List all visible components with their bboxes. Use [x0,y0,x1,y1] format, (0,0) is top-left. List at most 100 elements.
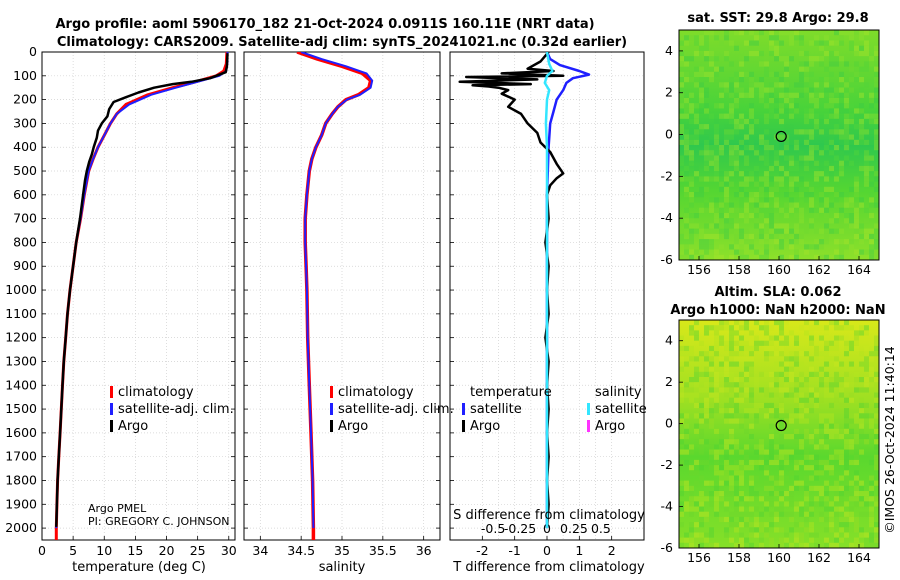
heatmap-cell [824,423,829,429]
heatmap-cell [744,377,749,383]
heatmap-cell [829,50,834,57]
heatmap-cell [694,103,699,109]
heatmap-cell [774,108,779,114]
temperature-xlabel: temperature (deg C) [72,560,206,575]
heatmap-cell [729,61,734,67]
heatmap-cell [824,160,829,166]
heatmap-cell [814,56,819,62]
heatmap-cell [699,371,704,377]
heatmap-cell [874,542,879,548]
figure-title-line2: Climatology: CARS2009. Satellite-adj cli… [57,35,627,50]
heatmap-cell [769,207,774,213]
heatmap-cell [704,516,709,523]
heatmap-cell [854,45,859,51]
heatmap-cell [844,522,849,528]
heatmap-cell [784,491,789,497]
heatmap-cell [754,233,759,240]
heatmap-cell [829,356,834,362]
heatmap-cell [759,87,764,93]
heatmap-cell [794,413,799,419]
heatmap-cell [719,134,724,140]
heatmap-cell [854,496,859,502]
heatmap-cell [814,213,819,219]
heatmap-cell [854,61,859,67]
ytick-label: 4 [665,43,673,58]
heatmap-cell [794,532,799,538]
heatmap-cell [849,542,854,548]
heatmap-cell [819,382,824,388]
heatmap-cell [734,496,739,502]
heatmap-cell [839,150,844,156]
heatmap-cell [764,155,769,161]
heatmap-cell [684,345,689,352]
heatmap-cell [839,202,844,208]
heatmap-cell [854,434,859,440]
heatmap-cell [744,239,749,245]
heatmap-cell [694,371,699,377]
heatmap-cell [784,382,789,388]
heatmap-cell [829,413,834,419]
heatmap-cell [804,192,809,198]
heatmap-cell [704,77,709,83]
heatmap-cell [729,387,734,393]
heatmap-cell [694,506,699,512]
heatmap-cell [854,330,859,336]
heatmap-cell [699,129,704,135]
heatmap-cell [689,340,694,346]
heatmap-cell [704,244,709,250]
heatmap-cell [869,491,874,497]
heatmap-cell [684,124,689,130]
heatmap-cell [714,254,719,261]
heatmap-cell [719,434,724,440]
heatmap-cell [729,325,734,331]
heatmap-cell [874,428,879,434]
heatmap-cell [779,244,784,250]
heatmap-cell [839,103,844,109]
heatmap-cell [794,397,799,403]
heatmap-cell [739,77,744,83]
heatmap-cell [769,218,774,224]
heatmap-cell [754,218,759,224]
ytick-label: 4 [665,333,673,348]
heatmap-cell [784,537,789,543]
heatmap-cell [704,418,709,424]
heatmap-cell [769,239,774,245]
heatmap-cell [804,351,809,357]
heatmap-cell [869,202,874,208]
heatmap-cell [814,113,819,119]
heatmap-cell [789,527,794,533]
heatmap-cell [864,218,869,224]
heatmap-cell [824,103,829,109]
heatmap-cell [704,254,709,261]
heatmap-cell [819,171,824,177]
heatmap-cell [779,542,784,548]
heatmap-cell [769,392,774,398]
heatmap-cell [714,459,719,466]
heatmap-cell [789,50,794,57]
heatmap-cell [779,454,784,460]
heatmap-cell [874,56,879,62]
heatmap-cell [819,444,824,450]
heatmap-cell [854,527,859,533]
heatmap-cell [724,192,729,198]
heatmap-cell [744,92,749,98]
legend-label-satellite: satellite-adj. clim. [338,402,454,417]
heatmap-cell [769,139,774,146]
heatmap-cell [779,408,784,414]
heatmap-cell [749,532,754,538]
xtick-label: 160 [767,262,791,277]
heatmap-cell [744,408,749,414]
heatmap-cell [704,56,709,62]
heatmap-cell [699,35,704,41]
heatmap-cell [739,418,744,424]
heatmap-cell [809,434,814,440]
heatmap-cell [799,522,804,528]
heatmap-cell [719,516,724,523]
heatmap-cell [729,181,734,187]
heatmap-cell [729,228,734,234]
heatmap-cell [689,351,694,357]
heatmap-cell [869,213,874,219]
heatmap-cell [789,470,794,476]
heatmap-cell [839,325,844,331]
heatmap-cell [689,387,694,393]
